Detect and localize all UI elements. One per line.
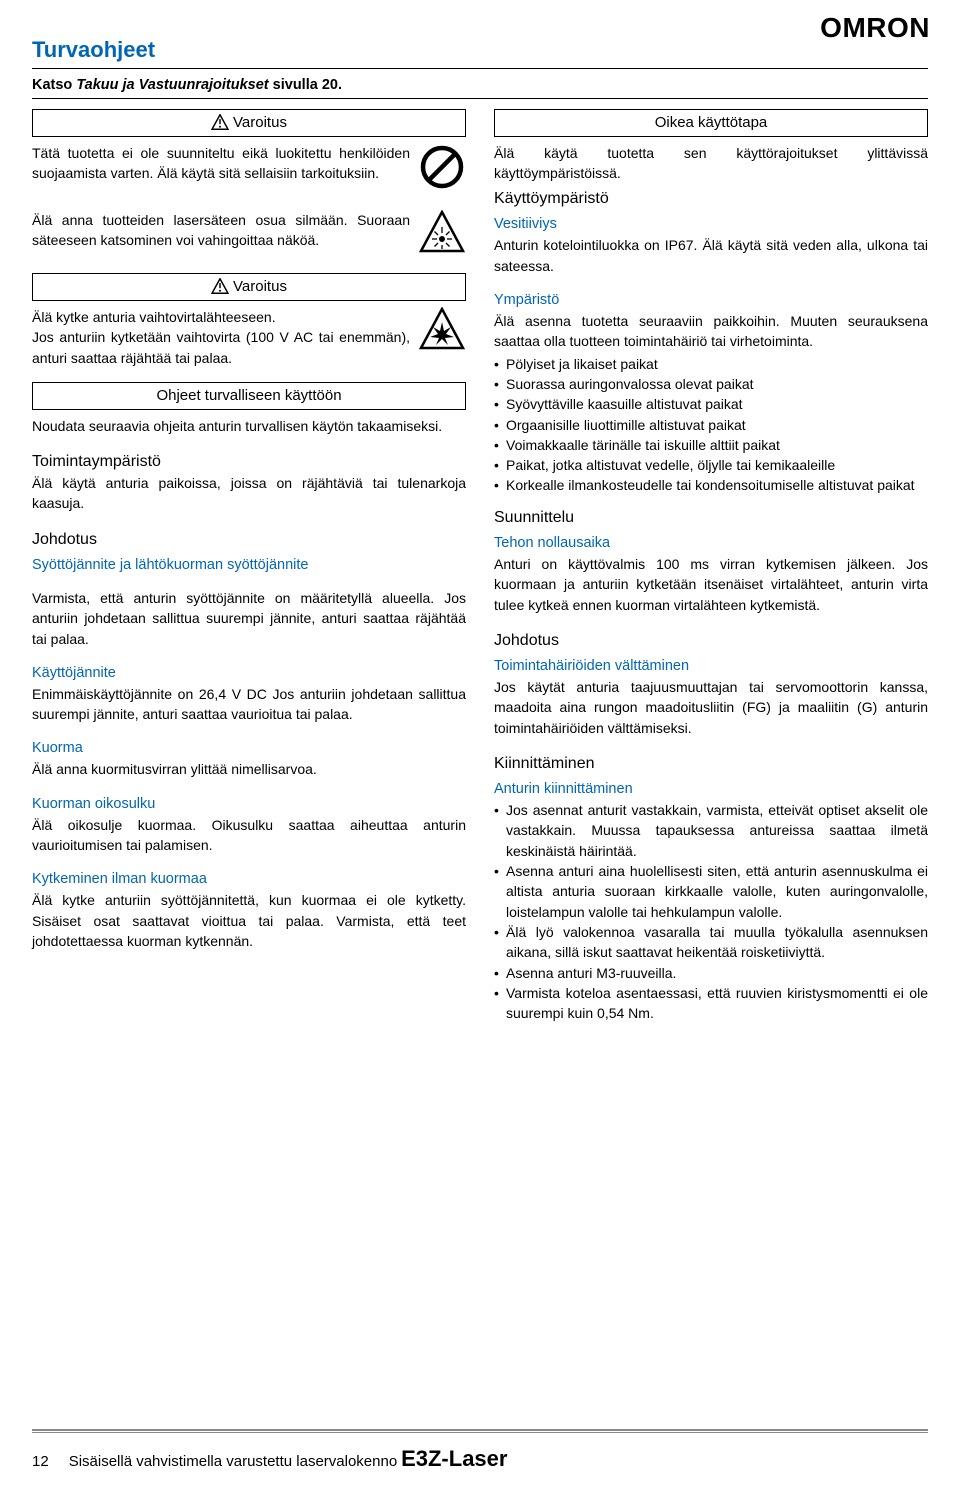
right-column: Oikea käyttötapa Älä käytä tuotetta sen … — [494, 109, 928, 1033]
water-text: Anturin kotelointiluokka on IP67. Älä kä… — [494, 235, 928, 276]
page-title: Turvaohjeet — [32, 34, 928, 66]
list-item: Jos asennat anturit vastakkain, varmista… — [494, 800, 928, 861]
list-item: Varmista koteloa asentaessasi, että ruuv… — [494, 983, 928, 1024]
mount-heading: Kiinnittäminen — [494, 752, 928, 775]
prohibit-icon — [418, 143, 466, 196]
list-item: Voimakkaalle tärinälle tai iskuille altt… — [494, 435, 928, 455]
list-item: Älä lyö valokennoa vasaralla tai muulla … — [494, 922, 928, 963]
warning-3b-text: Jos anturiin kytketään vaihtovirta (100 … — [32, 329, 410, 365]
subtitle-prefix: Katso — [32, 77, 76, 93]
subtitle: Katso Takuu ja Vastuunrajoitukset sivull… — [32, 75, 928, 96]
list-item: Suorassa auringonvalossa olevat paikat — [494, 374, 928, 394]
volt-sub: Käyttöjännite — [32, 663, 466, 684]
short-sub: Kuorman oikosulku — [32, 794, 466, 815]
load-sub: Kuorma — [32, 738, 466, 759]
footer-desc: Sisäisellä vahvistimella varustettu lase… — [69, 1453, 398, 1470]
supply-text: Varmista, että anturin syöttöjännite on … — [32, 588, 466, 649]
short-text: Älä oikosulje kuormaa. Oikusulku saattaa… — [32, 815, 466, 856]
subtitle-suffix: sivulla 20. — [269, 77, 342, 93]
wire-heading: Johdotus — [494, 629, 928, 652]
page-number: 12 — [32, 1451, 49, 1473]
noload-text: Älä kytke anturiin syöttöjännitettä, kun… — [32, 890, 466, 951]
page-footer: 12 Sisäisellä vahvistimella varustettu l… — [0, 1429, 960, 1475]
list-item: Korkealle ilmankosteudelle tai kondensoi… — [494, 475, 928, 495]
warning-box-1: Varoitus — [32, 109, 466, 137]
list-item: Asenna anturi aina huolellisesti siten, … — [494, 861, 928, 922]
use-env-heading: Käyttöympäristö — [494, 187, 928, 210]
amb-sub: Ympäristö — [494, 290, 928, 311]
list-item: Asenna anturi M3-ruuveilla. — [494, 963, 928, 983]
list-item: Pölyiset ja likaiset paikat — [494, 354, 928, 374]
avoid-sub: Toimintahäiriöiden välttäminen — [494, 656, 928, 677]
warning-triangle-icon — [211, 114, 229, 130]
left-column: Varoitus Tätä tuotetta ei ole suunnitelt… — [32, 109, 466, 1033]
explosion-hazard-icon — [418, 307, 466, 356]
amb-text: Älä asenna tuotetta seuraaviin paikkoihi… — [494, 311, 928, 352]
warning-3a-text: Älä kytke anturia vaihtovirtalähteeseen. — [32, 309, 276, 325]
load-text: Älä anna kuormitusvirran ylittää nimelli… — [32, 759, 466, 779]
subtitle-em: Takuu ja Vastuunrajoitukset — [76, 77, 268, 93]
correct-use-box: Oikea käyttötapa — [494, 109, 928, 137]
mount-sub: Anturin kiinnittäminen — [494, 779, 928, 800]
op-env-heading: Toimintaympäristö — [32, 450, 466, 473]
warning-1-text: Tätä tuotetta ei ole suunniteltu eikä lu… — [32, 143, 410, 184]
list-item: Paikat, jotka altistuvat vedelle, öljyll… — [494, 455, 928, 475]
mount-list: Jos asennat anturit vastakkain, varmista… — [494, 800, 928, 1023]
design-heading: Suunnittelu — [494, 506, 928, 529]
safe-use-box: Ohjeet turvalliseen käyttöön — [32, 382, 466, 410]
laser-hazard-icon — [418, 210, 466, 259]
safe-use-intro: Noudata seuraavia ohjeita anturin turval… — [32, 416, 466, 436]
title-rule — [32, 68, 928, 69]
correct-use-intro: Älä käytä tuotetta sen käyttörajoitukset… — [494, 143, 928, 184]
footer-product: E3Z-Laser — [401, 1446, 507, 1471]
list-item: Syövyttäville kaasuille altistuvat paika… — [494, 394, 928, 414]
warning-label-1: Varoitus — [233, 114, 287, 131]
warning-box-2: Varoitus — [32, 273, 466, 301]
reset-sub: Tehon nollausaika — [494, 533, 928, 554]
avoid-text: Jos käytät anturia taajuusmuuttajan tai … — [494, 677, 928, 738]
volt-text: Enimmäiskäyttöjännite on 26,4 V DC Jos a… — [32, 684, 466, 725]
list-item: Orgaanisille liuottimille altistuvat pai… — [494, 415, 928, 435]
op-env-text: Älä käytä anturia paikoissa, joissa on r… — [32, 473, 466, 514]
warning-2-text: Älä anna tuotteiden lasersäteen osua sil… — [32, 210, 410, 251]
reset-text: Anturi on käyttövalmis 100 ms virran kyt… — [494, 554, 928, 615]
amb-list: Pölyiset ja likaiset paikat Suorassa aur… — [494, 354, 928, 496]
brand-logo: OMRON — [820, 8, 930, 49]
subtitle-rule — [32, 98, 928, 99]
supply-sub: Syöttöjännite ja lähtökuorman syöttöjänn… — [32, 555, 466, 576]
water-sub: Vesitiiviys — [494, 214, 928, 235]
warning-triangle-icon — [211, 278, 229, 294]
wiring-heading: Johdotus — [32, 528, 466, 551]
warning-label-2: Varoitus — [233, 278, 287, 295]
noload-sub: Kytkeminen ilman kuormaa — [32, 869, 466, 890]
